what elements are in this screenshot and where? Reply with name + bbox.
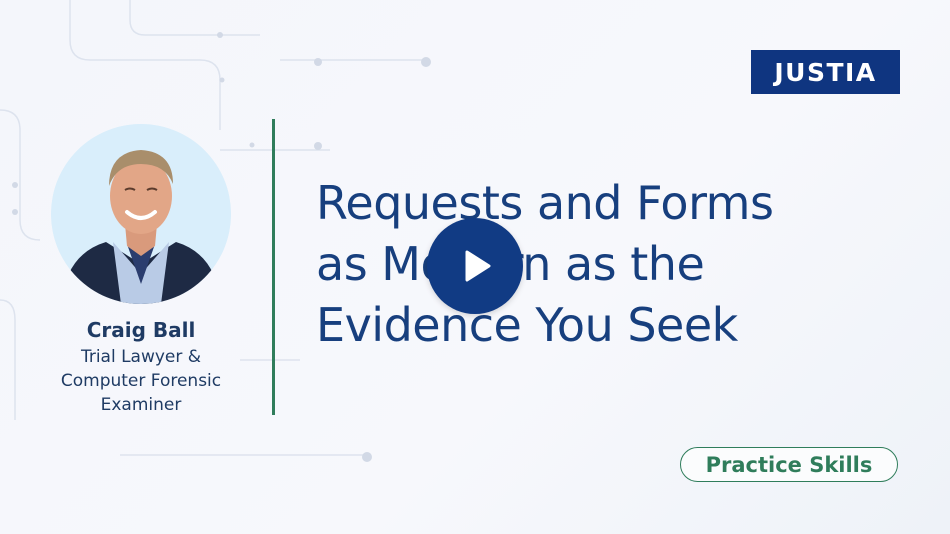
category-badge: Practice Skills bbox=[680, 447, 898, 482]
play-button[interactable] bbox=[427, 218, 523, 314]
vertical-divider bbox=[272, 119, 275, 415]
presenter-title: Trial Lawyer & Computer Forensic Examine… bbox=[60, 347, 222, 415]
presenter-avatar bbox=[51, 124, 231, 304]
justia-logo[interactable]: JUSTIA bbox=[751, 50, 900, 94]
play-icon bbox=[465, 250, 491, 282]
video-title: Requests and Forms as Modern as the Evid… bbox=[316, 176, 774, 352]
presenter-name: Craig Ball bbox=[86, 318, 196, 342]
